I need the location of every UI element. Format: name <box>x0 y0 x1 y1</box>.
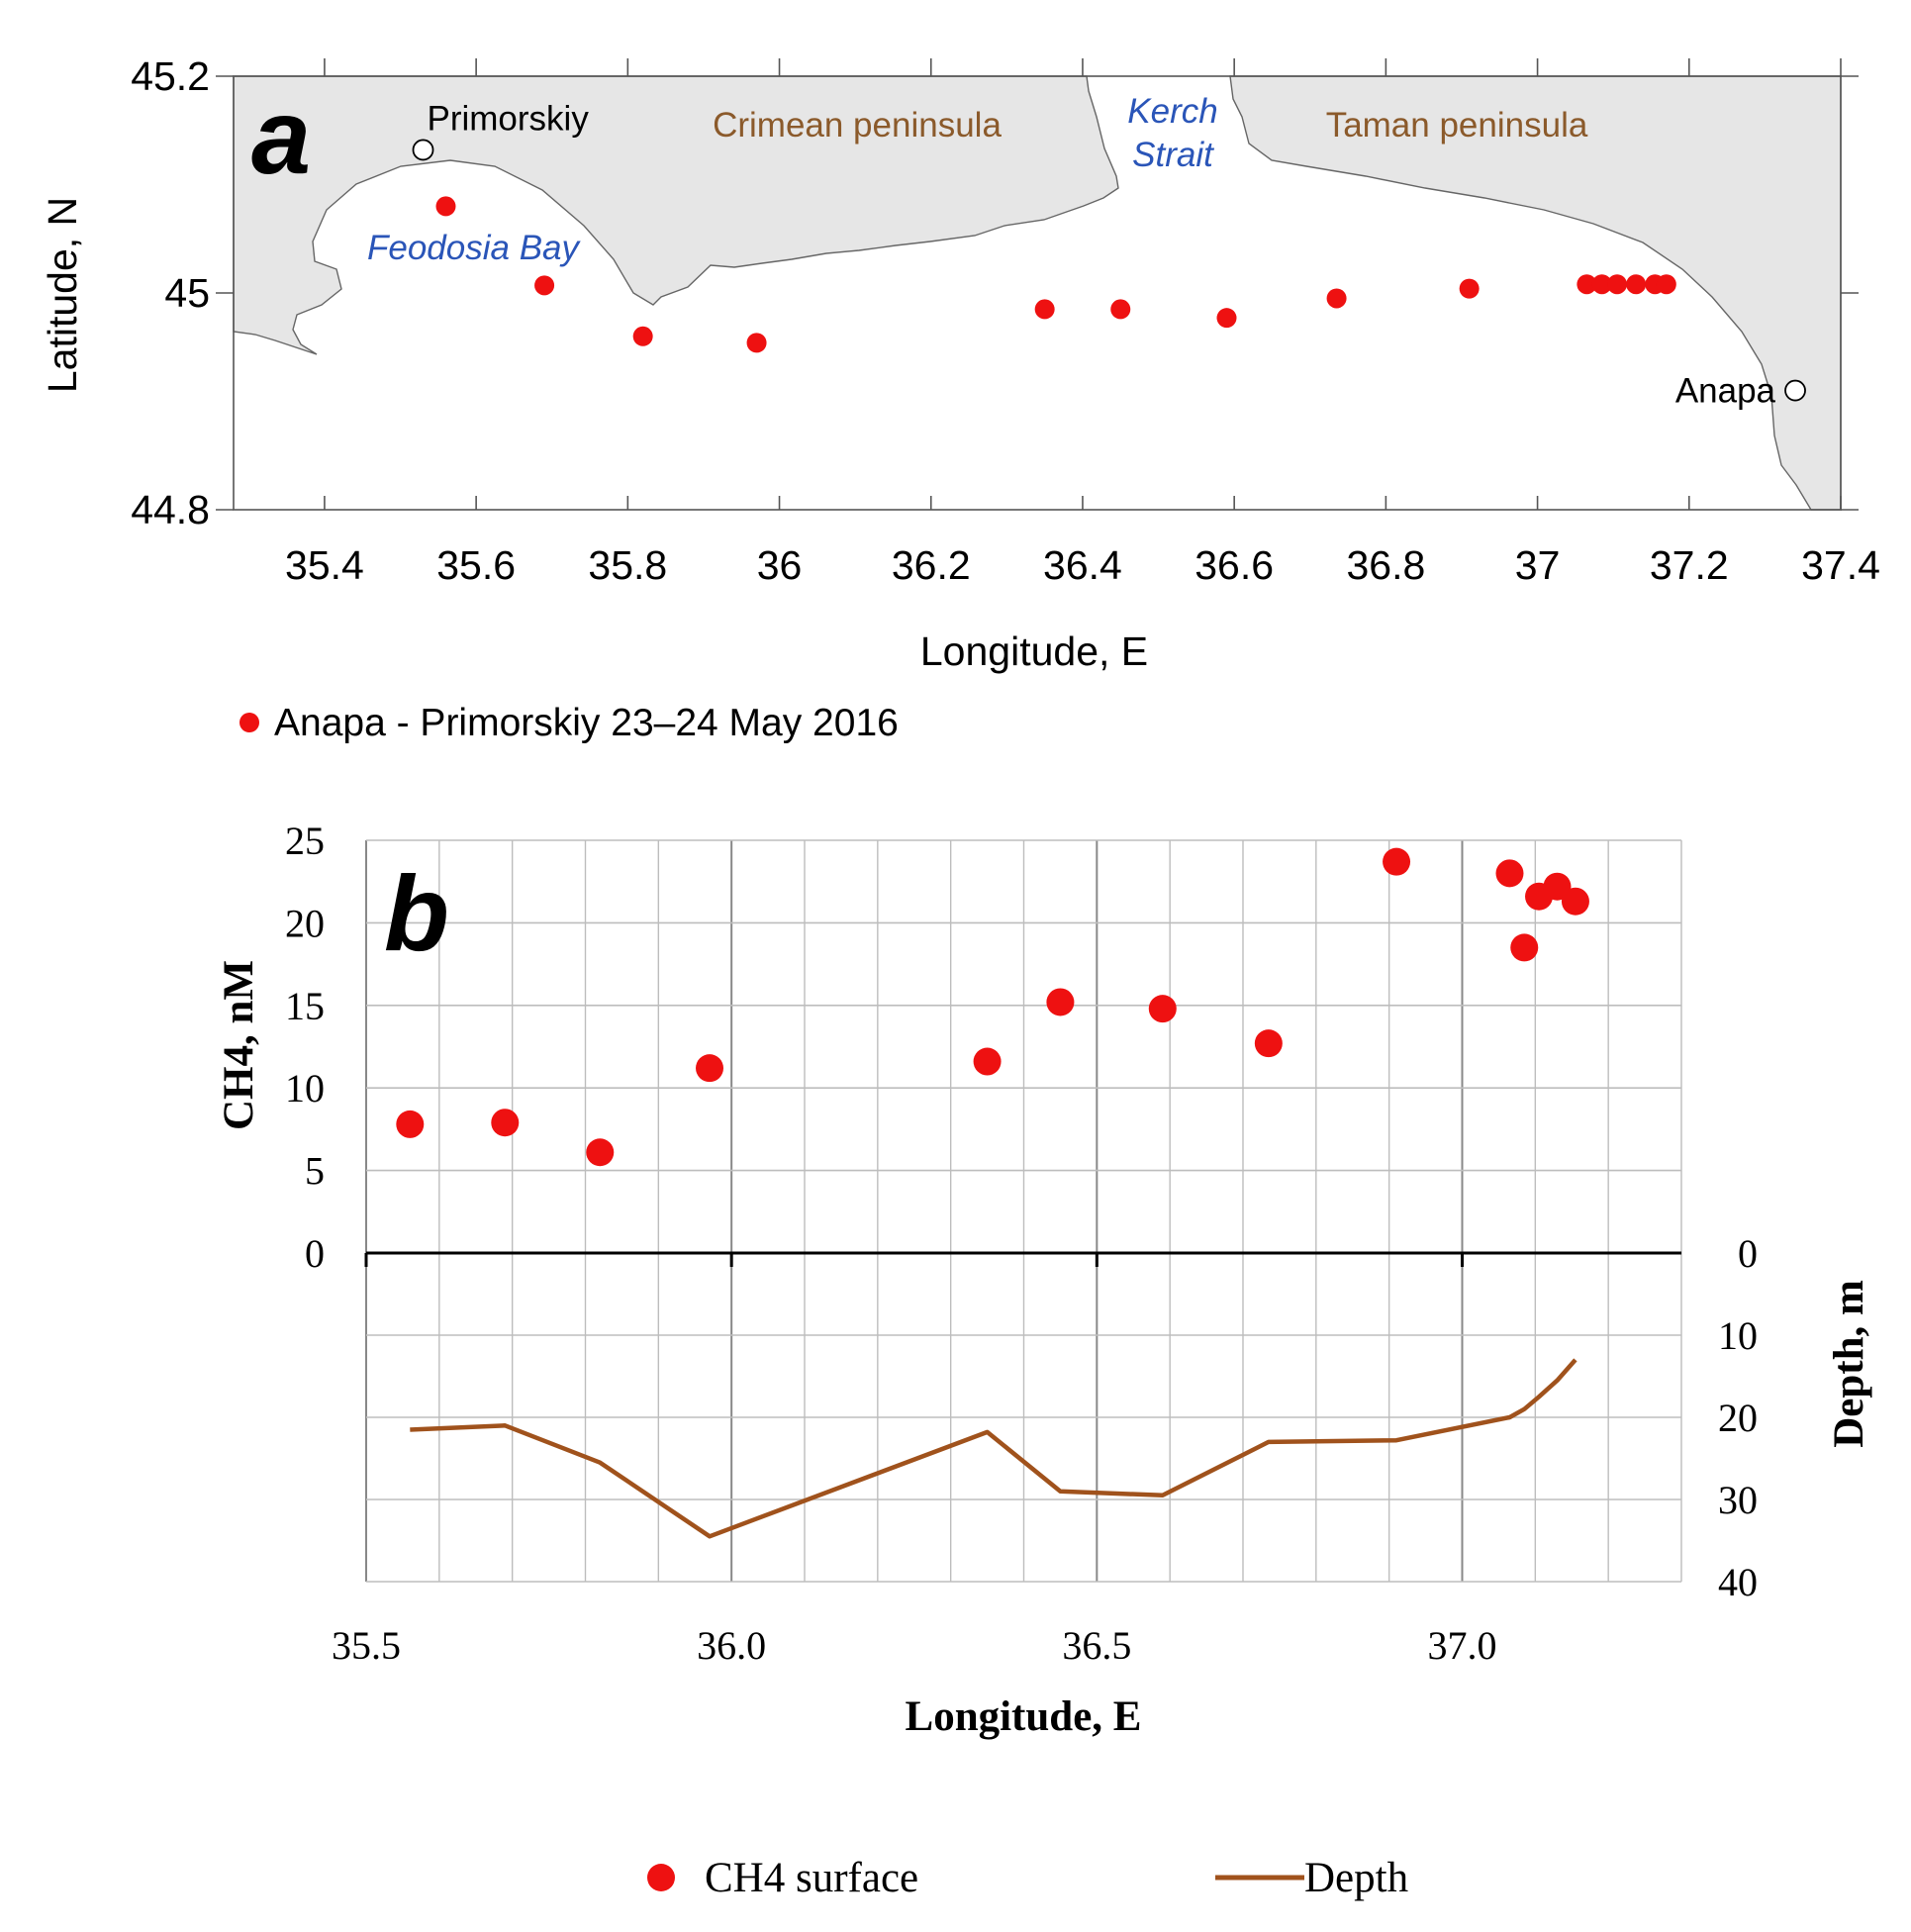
chart-b-depth-tick-label: 0 <box>1738 1231 1758 1276</box>
panel-a-map: 35.4 35.6 35.8 36 36.2 36.4 36.6 36.8 37 37.2 37.4… <box>40 53 1880 744</box>
ch4-point <box>1495 859 1524 888</box>
chart-b-ch4-ticks: 0 5 10 15 20 25 <box>285 819 325 1276</box>
town-marker <box>1784 379 1806 402</box>
map-y-tick-label: 45 <box>164 270 210 316</box>
station-point <box>746 333 767 353</box>
chart-b-x-ticks: 35.5 36.0 36.5 37.0 <box>332 1253 1497 1668</box>
chart-b-depth-tick-label: 10 <box>1718 1313 1758 1358</box>
station-point <box>1577 274 1597 295</box>
taman-peninsula-label: Taman peninsula <box>1326 106 1588 145</box>
map-legend-label: Anapa - Primorskiy 23–24 May 2016 <box>274 702 899 744</box>
chart-b-ch4-axis-label: CH4, nM <box>216 960 262 1130</box>
map-x-tick-label: 35.8 <box>588 542 667 588</box>
station-point <box>435 196 456 217</box>
chart-b-x-tick-label: 37.0 <box>1428 1623 1497 1668</box>
town-label: Anapa <box>1675 372 1776 411</box>
taman-peninsula-land <box>1229 75 1842 511</box>
station-point <box>1626 274 1647 295</box>
legend-ch4-label: CH4 surface <box>705 1855 918 1901</box>
chart-b-x-tick-label: 36.0 <box>697 1623 766 1668</box>
ch4-point <box>491 1109 520 1137</box>
ch4-surface-series <box>396 847 1589 1167</box>
map-x-axis-label: Longitude, E <box>920 628 1148 674</box>
ch4-point <box>396 1110 425 1138</box>
station-point <box>1656 274 1676 295</box>
map-x-tick-label: 35.6 <box>436 542 516 588</box>
chart-b-ch4-tick-label: 20 <box>285 901 325 945</box>
kerch-strait-label-line2: Strait <box>1132 136 1214 174</box>
panel-a-letter: a <box>251 76 311 196</box>
ch4-point <box>1148 995 1177 1023</box>
ch4-point <box>696 1054 724 1083</box>
chart-b-ch4-tick-label: 15 <box>285 984 325 1028</box>
chart-b-ch4-tick-label: 10 <box>285 1066 325 1111</box>
chart-b-depth-tick-label: 30 <box>1718 1478 1758 1522</box>
map-x-tick-label: 36.8 <box>1346 542 1425 588</box>
town-marker <box>412 139 434 161</box>
station-point <box>1591 274 1612 295</box>
depth-series-line <box>410 1358 1577 1539</box>
map-y-tick-label: 44.8 <box>131 487 210 532</box>
station-point <box>632 326 653 346</box>
map-x-tick-label: 36 <box>757 542 803 588</box>
legend-ch4-marker <box>647 1864 675 1891</box>
station-point <box>1326 288 1347 309</box>
legend-depth-label: Depth <box>1304 1855 1408 1901</box>
map-y-axis-label: Latitude, N <box>40 197 85 393</box>
feodosia-bay-label: Feodosia Bay <box>367 229 582 267</box>
map-x-tick-label: 37.2 <box>1650 542 1729 588</box>
chart-b-x-axis-label: Longitude, E <box>906 1693 1142 1740</box>
ch4-point <box>1383 847 1411 876</box>
map-towns: Primorskiy Anapa <box>412 99 1806 411</box>
ch4-point <box>1046 988 1075 1016</box>
chart-b-gridlines <box>365 839 1682 1583</box>
chart-b-x-tick-label: 35.5 <box>332 1623 401 1668</box>
map-x-tick-label: 36.4 <box>1043 542 1122 588</box>
chart-b-depth-tick-label: 20 <box>1718 1396 1758 1440</box>
chart-b-depth-tick-label: 40 <box>1718 1560 1758 1604</box>
map-x-tick-label: 35.4 <box>285 542 364 588</box>
map-x-ticks: 35.4 35.6 35.8 36 36.2 36.4 36.6 36.8 37 37.2 37.4 <box>285 58 1880 588</box>
map-x-tick-label: 37.4 <box>1801 542 1880 588</box>
station-point <box>1459 278 1480 299</box>
map-x-tick-label: 37 <box>1515 542 1561 588</box>
panel-b-letter: b <box>384 853 449 973</box>
chart-b-depth-ticks: 0 10 20 30 40 <box>1718 1231 1758 1604</box>
chart-b-ch4-tick-label: 0 <box>305 1231 325 1276</box>
ch4-point <box>1510 933 1539 962</box>
station-point <box>1110 299 1131 320</box>
ch4-point <box>1254 1029 1283 1058</box>
station-point <box>1034 299 1055 320</box>
chart-b-ch4-tick-label: 25 <box>285 819 325 863</box>
crimean-peninsula-land <box>233 75 1119 355</box>
ch4-point <box>1561 887 1589 916</box>
ch4-point <box>586 1138 615 1167</box>
kerch-strait-label-line1: Kerch <box>1127 92 1217 131</box>
map-legend-marker <box>239 713 259 732</box>
map-y-tick-label: 45.2 <box>131 53 210 99</box>
map-stations <box>435 196 1676 353</box>
map-y-ticks: 44.8 45 45.2 <box>131 53 1859 532</box>
map-x-tick-label: 36.6 <box>1194 542 1274 588</box>
station-point <box>534 275 555 296</box>
crimean-peninsula-label: Crimean peninsula <box>713 106 1002 145</box>
chart-b-depth-axis-label: Depth, m <box>1826 1280 1872 1448</box>
chart-b-ch4-tick-label: 5 <box>305 1149 325 1194</box>
station-point <box>1607 274 1628 295</box>
station-point <box>1216 308 1237 329</box>
chart-b-x-tick-label: 36.5 <box>1062 1623 1131 1668</box>
ch4-point <box>973 1047 1002 1076</box>
map-x-tick-label: 36.2 <box>892 542 971 588</box>
town-label: Primorskiy <box>428 99 590 138</box>
